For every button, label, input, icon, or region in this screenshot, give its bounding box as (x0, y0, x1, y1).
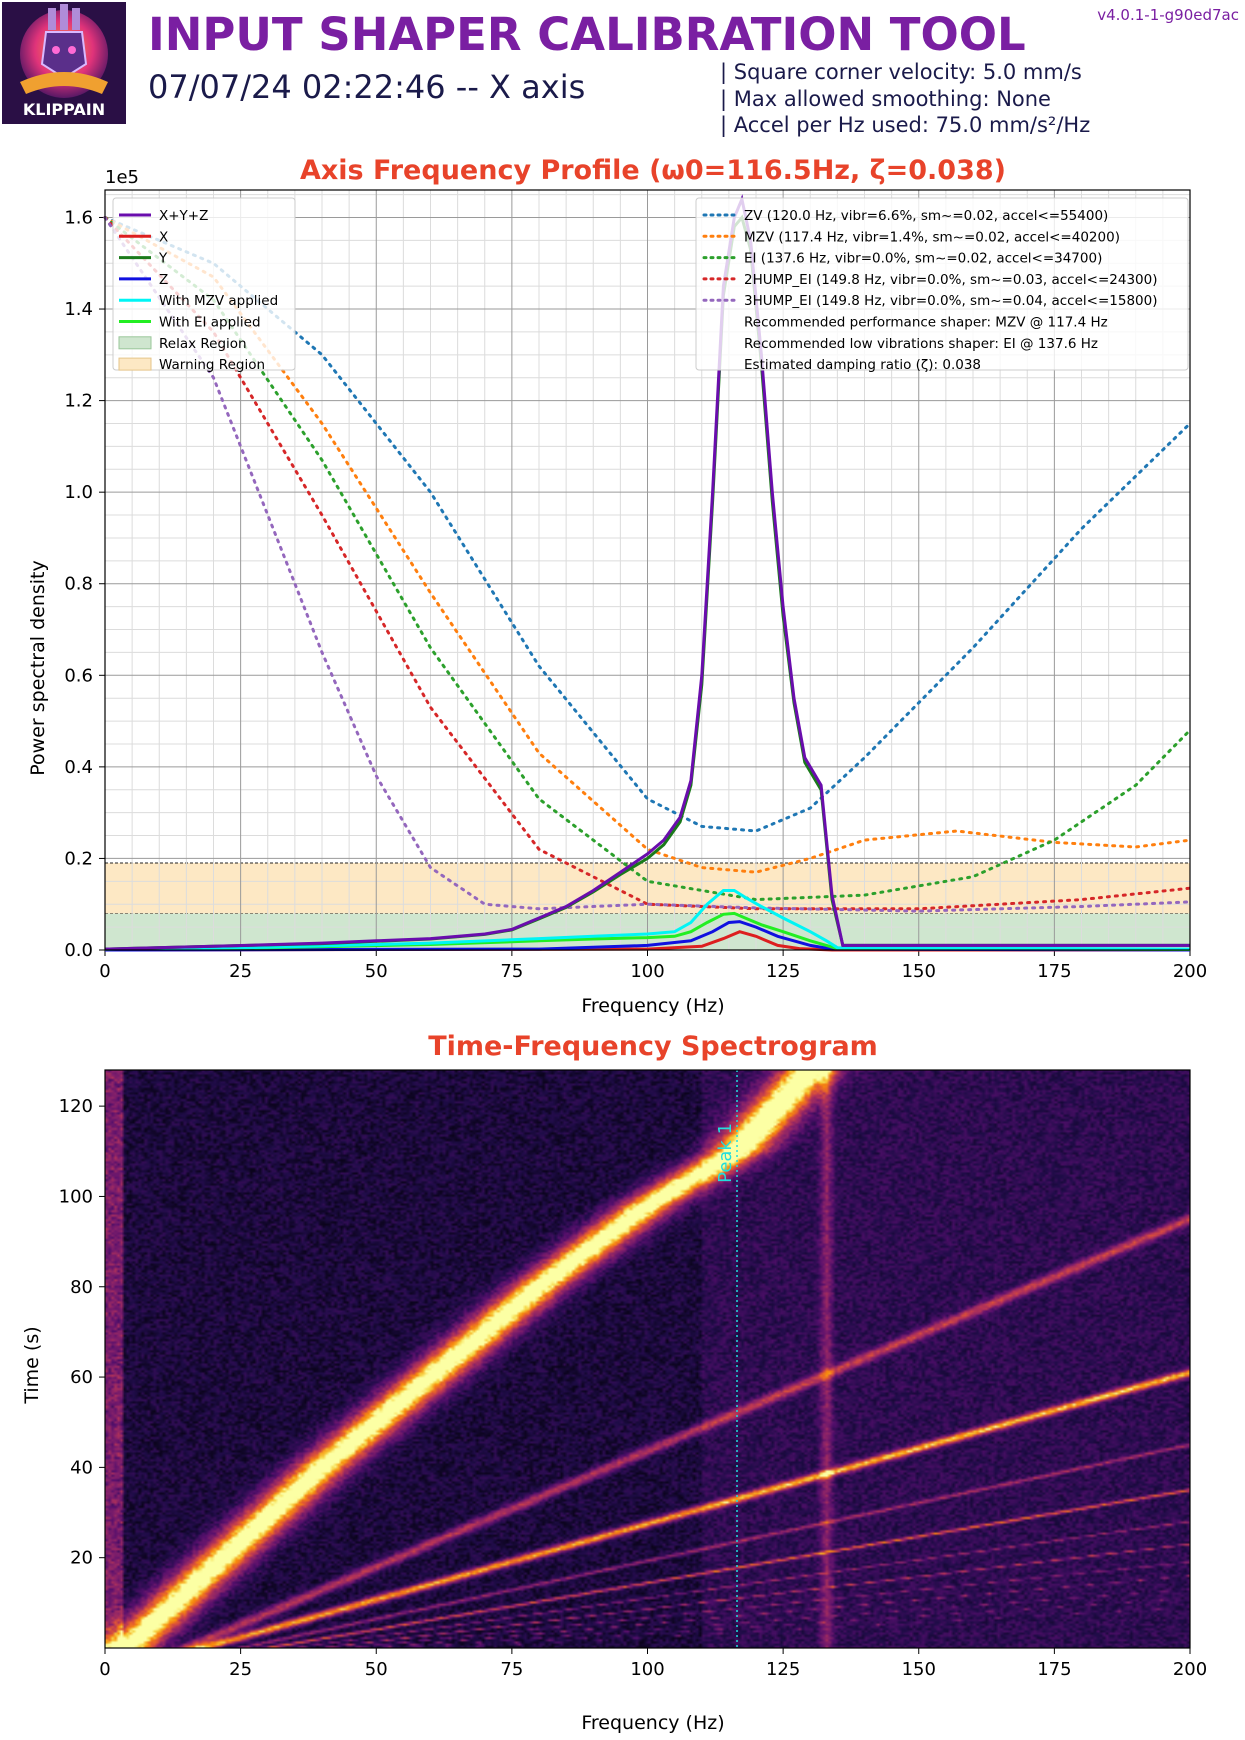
legend-label: X+Y+Z (159, 208, 208, 224)
peak-marker-label: Peak 1 (715, 1123, 736, 1183)
y-tick-label: 40 (70, 1457, 93, 1478)
psd-chart: Axis Frequency Profile (ω0=116.5Hz, ζ=0.… (27, 155, 1207, 1017)
spec-chart-title: Time-Frequency Spectrogram (428, 1031, 878, 1062)
y-tick-label: 60 (70, 1367, 93, 1388)
x-tick-label: 0 (99, 961, 110, 982)
x-tick-label: 175 (1037, 1659, 1071, 1680)
psd-xlabel: Frequency (Hz) (581, 995, 724, 1017)
psd-y-scale: 1e5 (105, 167, 139, 188)
version-label: v4.0.1-1-g90ed7ac (1097, 6, 1239, 24)
x-tick-label: 50 (365, 1659, 388, 1680)
legend-label: Y (158, 251, 168, 267)
x-tick-label: 50 (365, 961, 388, 982)
y-tick-label: 0.6 (64, 665, 93, 686)
legend-swatch (118, 336, 152, 350)
x-tick-label: 0 (99, 1659, 110, 1680)
legend-swatch (118, 357, 152, 371)
legend-label: 3HUMP_EI (149.8 Hz, vibr=0.0%, sm~=0.04,… (744, 293, 1158, 309)
page-title: INPUT SHAPER CALIBRATION TOOL (148, 8, 1026, 61)
psd-chart-title: Axis Frequency Profile (ω0=116.5Hz, ζ=0.… (300, 155, 1006, 186)
param-max-smoothing: | Max allowed smoothing: None (720, 87, 1051, 111)
legend-label: EI (137.6 Hz, vibr=0.0%, sm~=0.02, accel… (744, 251, 1102, 267)
x-tick-label: 25 (229, 1659, 252, 1680)
spec-xlabel: Frequency (Hz) (581, 1712, 724, 1734)
logo-text: KLIPPAIN (23, 100, 105, 119)
y-tick-label: 80 (70, 1277, 93, 1298)
legend-label: Recommended performance shaper: MZV @ 11… (744, 315, 1108, 331)
spec-plot-area: Peak 1 0 25 50 75 100 125 150 175 200 20 40 60 80 100 1… (59, 1069, 1207, 1680)
series-x-y-z-line (104, 194, 1190, 951)
legend-label: 2HUMP_EI (149.8 Hz, vibr=0.0%, sm~=0.03,… (744, 272, 1158, 288)
y-tick-label: 0.8 (64, 574, 93, 595)
y-tick-label: 0.0 (64, 940, 93, 961)
spec-ylabel: Time (s) (21, 1326, 43, 1404)
series-2hump_ei-line (103, 216, 1192, 911)
legend-right: ZV (120.0 Hz, vibr=6.6%, sm~=0.02, accel… (695, 197, 1189, 373)
psd-ylabel: Power spectral density (27, 560, 49, 775)
x-tick-label: 200 (1173, 1659, 1207, 1680)
legend-label: Relax Region (159, 336, 247, 352)
x-tick-label: 25 (229, 961, 252, 982)
y-tick-label: 20 (70, 1548, 93, 1569)
series-ei-line (103, 216, 1192, 902)
y-tick-label: 1.0 (64, 482, 93, 503)
legend-label: Recommended low vibrations shaper: EI @ … (744, 336, 1098, 352)
legend-label: ZV (120.0 Hz, vibr=6.6%, sm~=0.02, accel… (744, 208, 1108, 224)
legend-label: Warning Region (159, 357, 265, 373)
series-with-mzv-applied-line (104, 889, 1191, 951)
x-tick-label: 200 (1173, 961, 1207, 982)
y-tick-label: 1.4 (64, 299, 93, 320)
plot-frame (104, 189, 1191, 951)
legend-box (112, 197, 296, 371)
series-z-line (104, 920, 1191, 952)
legend-left: X+Y+Z XYZ With MZV applied With EI applied R… (112, 197, 296, 373)
y-tick-label: 1.6 (64, 207, 93, 228)
legend-label: With MZV applied (159, 293, 278, 309)
legend-label: With EI applied (159, 315, 261, 331)
legend-box (695, 197, 1189, 371)
spectrogram-chart: Time-Frequency Spectrogram Peak 1 0 25 50 75… (21, 1031, 1207, 1734)
x-tick-label: 100 (630, 961, 664, 982)
x-tick-label: 125 (766, 1659, 800, 1680)
x-tick-label: 175 (1037, 961, 1071, 982)
series-with-ei-applied-line (104, 911, 1191, 951)
klippain-logo: KLIPPAIN (2, 2, 126, 124)
y-tick-label: 120 (59, 1096, 93, 1117)
x-tick-label: 125 (766, 961, 800, 982)
param-square-corner-velocity: | Square corner velocity: 5.0 mm/s (720, 60, 1082, 84)
y-tick-label: 1.2 (64, 391, 93, 412)
legend-label: X (159, 229, 168, 245)
x-tick-label: 75 (500, 961, 523, 982)
page-subtitle: 07/07/24 02:22:46 -- X axis (148, 68, 586, 106)
series-x-line (104, 930, 1190, 952)
x-tick-label: 100 (630, 1659, 664, 1680)
legend-label: MZV (117.4 Hz, vibr=1.4%, sm~=0.02, acce… (744, 229, 1120, 245)
legend-label: Z (159, 272, 168, 288)
y-tick-label: 0.2 (64, 848, 93, 869)
series-zv-line (103, 216, 1192, 833)
y-tick-label: 0.4 (64, 757, 93, 778)
legend-label: Estimated damping ratio (ζ): 0.038 (744, 357, 981, 373)
x-tick-label: 150 (902, 961, 936, 982)
x-tick-label: 150 (902, 1659, 936, 1680)
x-tick-label: 75 (500, 1659, 523, 1680)
spectrogram-heatmap (105, 1070, 1190, 1648)
psd-plot-area: 0 25 50 75 100 125 150 175 200 0.0 0.2 0.4 0.6 0.8 1.0… (64, 189, 1207, 982)
param-accel-per-hz: | Accel per Hz used: 75.0 mm/s²/Hz (720, 113, 1091, 137)
series-mzv-line (103, 216, 1192, 874)
y-tick-label: 100 (59, 1186, 93, 1207)
